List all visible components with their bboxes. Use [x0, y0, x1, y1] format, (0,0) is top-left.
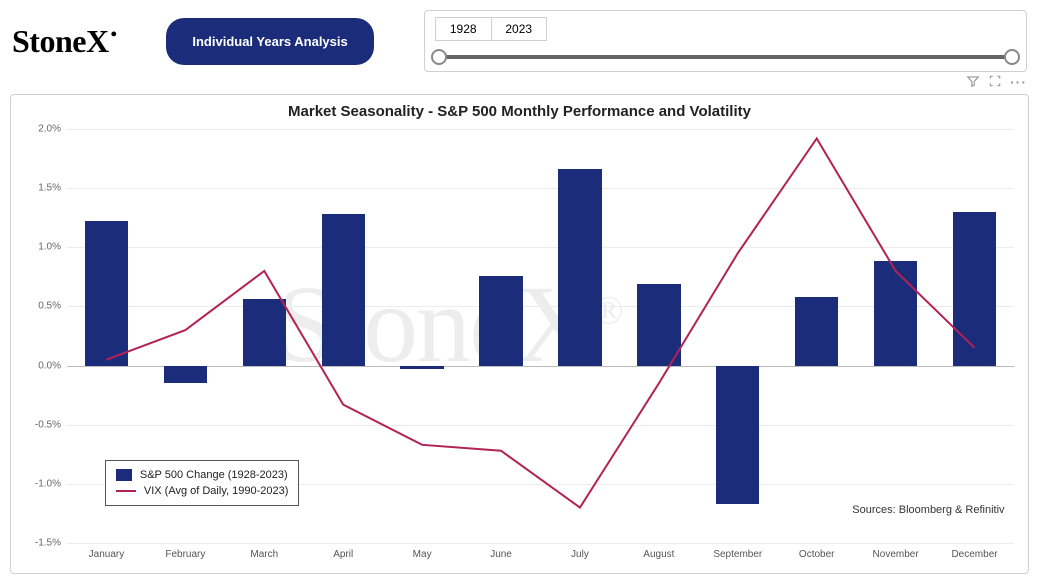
legend: S&P 500 Change (1928-2023) VIX (Avg of D… — [105, 460, 300, 506]
individual-years-button[interactable]: Individual Years Analysis — [166, 18, 373, 65]
range-handle-start[interactable] — [431, 49, 447, 65]
gridline — [67, 188, 1014, 189]
range-handle-end[interactable] — [1004, 49, 1020, 65]
gridline — [67, 425, 1014, 426]
x-tick-label: September — [713, 543, 762, 560]
bar[interactable] — [243, 299, 286, 365]
bar[interactable] — [400, 366, 443, 370]
x-tick-label: June — [490, 543, 512, 560]
y-tick-label: -1.0% — [35, 478, 67, 489]
y-tick-label: 2.0% — [38, 124, 67, 135]
legend-swatch-bar — [116, 469, 132, 481]
bar[interactable] — [874, 261, 917, 365]
year-end-input[interactable] — [491, 17, 547, 41]
year-start-input[interactable] — [435, 17, 491, 41]
chart-plot-area: StoneX® -1.5%-1.0%-0.5%0.0%0.5%1.0%1.5%2… — [67, 129, 1014, 543]
gridline — [67, 306, 1014, 307]
focus-mode-icon[interactable] — [988, 74, 1002, 91]
y-tick-label: 1.5% — [38, 183, 67, 194]
x-tick-label: March — [250, 543, 278, 560]
legend-label-line: VIX (Avg of Daily, 1990-2023) — [144, 485, 289, 497]
bar[interactable] — [953, 212, 996, 366]
x-tick-label: May — [413, 543, 432, 560]
legend-item-bars: S&P 500 Change (1928-2023) — [116, 467, 289, 483]
year-inputs — [435, 17, 1016, 41]
x-tick-label: December — [951, 543, 997, 560]
x-tick-label: January — [89, 543, 125, 560]
bar[interactable] — [479, 276, 522, 366]
gridline — [67, 129, 1014, 130]
logo-dot: • — [111, 24, 117, 44]
x-tick-label: August — [643, 543, 674, 560]
y-tick-label: -1.5% — [35, 538, 67, 549]
gridline — [67, 247, 1014, 248]
x-tick-label: October — [799, 543, 835, 560]
y-tick-label: 0.0% — [38, 360, 67, 371]
bar[interactable] — [164, 366, 207, 384]
x-tick-label: April — [333, 543, 353, 560]
bar[interactable] — [85, 221, 128, 365]
logo-text: StoneX — [12, 23, 109, 59]
filter-icon[interactable] — [966, 74, 980, 91]
source-text: Sources: Bloomberg & Refinitiv — [852, 504, 1004, 516]
year-range-slider[interactable] — [439, 55, 1012, 59]
x-tick-label: July — [571, 543, 589, 560]
x-tick-label: February — [165, 543, 205, 560]
bar[interactable] — [637, 284, 680, 366]
visual-toolbar: ··· — [0, 74, 1039, 90]
y-tick-label: 1.0% — [38, 242, 67, 253]
logo: StoneX• — [12, 23, 116, 60]
x-tick-label: November — [873, 543, 919, 560]
legend-swatch-line — [116, 490, 136, 492]
top-bar: StoneX• Individual Years Analysis — [0, 0, 1039, 78]
bar[interactable] — [558, 169, 601, 365]
year-range-control — [424, 10, 1027, 72]
bar[interactable] — [716, 366, 759, 504]
legend-item-line: VIX (Avg of Daily, 1990-2023) — [116, 483, 289, 499]
gridline — [67, 366, 1014, 367]
more-icon[interactable]: ··· — [1010, 74, 1027, 90]
bar[interactable] — [795, 297, 838, 366]
chart-card: Market Seasonality - S&P 500 Monthly Per… — [10, 94, 1029, 574]
legend-label-bars: S&P 500 Change (1928-2023) — [140, 469, 288, 481]
y-tick-label: -0.5% — [35, 419, 67, 430]
y-tick-label: 0.5% — [38, 301, 67, 312]
bar[interactable] — [322, 214, 365, 365]
chart-title: Market Seasonality - S&P 500 Monthly Per… — [11, 95, 1028, 124]
